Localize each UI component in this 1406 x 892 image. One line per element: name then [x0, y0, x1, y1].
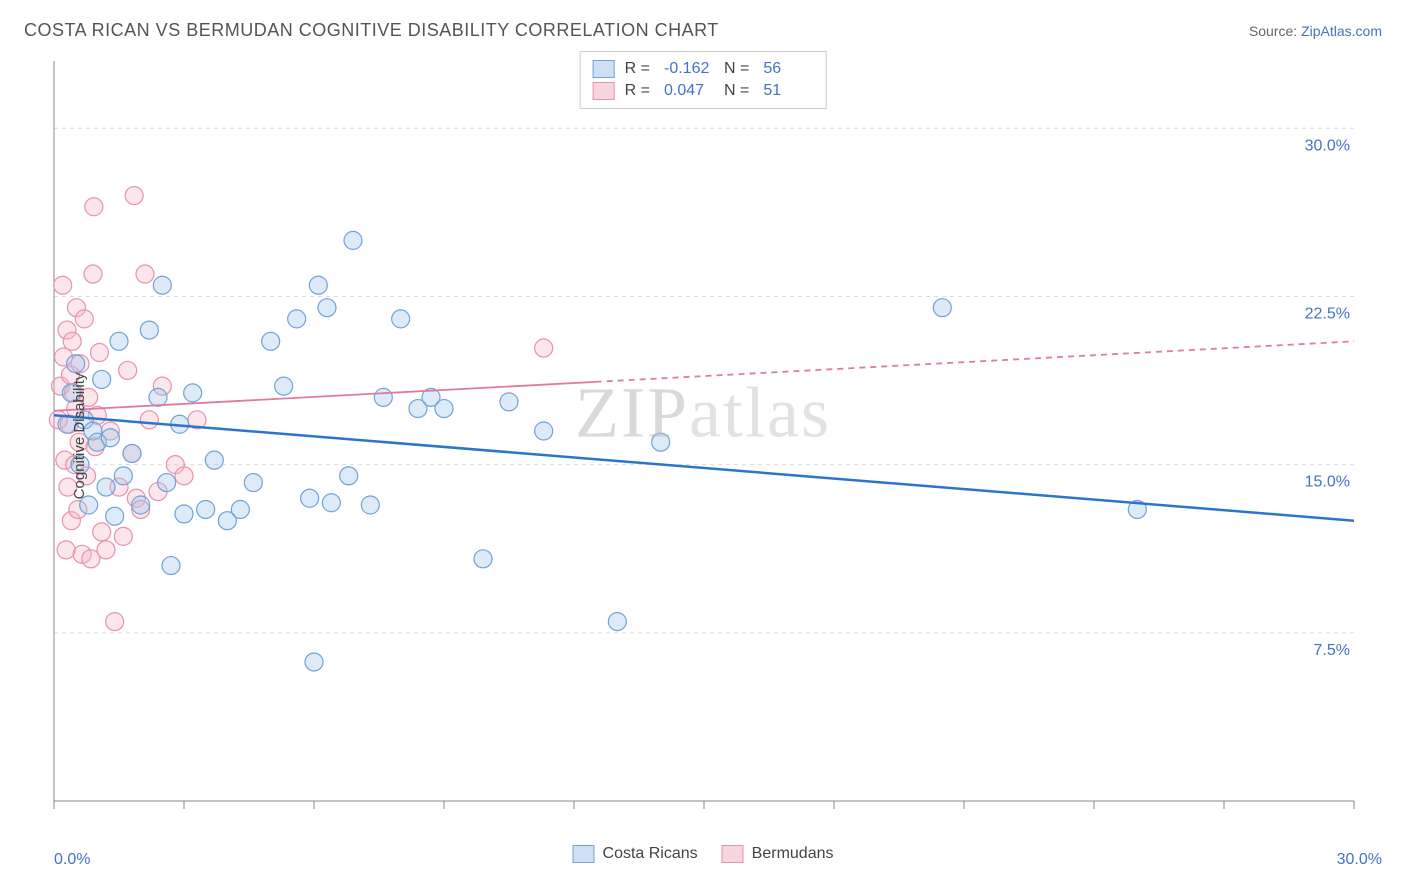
legend-swatch — [593, 82, 615, 100]
legend-swatch — [573, 845, 595, 863]
svg-text:15.0%: 15.0% — [1305, 474, 1350, 491]
source-label: Source: ZipAtlas.com — [1249, 23, 1382, 39]
svg-text:7.5%: 7.5% — [1314, 642, 1350, 659]
chart-title: COSTA RICAN VS BERMUDAN COGNITIVE DISABI… — [24, 20, 719, 41]
chart-container: Cognitive Disability ZIPatlas 7.5%15.0%2… — [24, 51, 1382, 821]
legend-swatch — [593, 60, 615, 78]
svg-text:22.5%: 22.5% — [1305, 305, 1350, 322]
svg-text:30.0%: 30.0% — [1305, 137, 1350, 154]
scatter-chart: 7.5% 15.0% 22.5% 30.0% — [24, 51, 1382, 821]
legend-stats-row: R = -0.162 N = 56 — [593, 58, 814, 80]
legend-swatch — [722, 845, 744, 863]
legend-item: Costa Ricans — [573, 845, 698, 863]
y-axis-label: Cognitive Disability — [71, 373, 88, 500]
legend-item: Bermudans — [722, 845, 834, 863]
header: COSTA RICAN VS BERMUDAN COGNITIVE DISABI… — [0, 0, 1406, 51]
legend-stats: R = -0.162 N = 56 R = 0.047 N = 51 — [580, 51, 827, 109]
legend-stats-row: R = 0.047 N = 51 — [593, 80, 814, 102]
x-axis-max: 30.0% — [1337, 851, 1382, 869]
source-link[interactable]: ZipAtlas.com — [1301, 23, 1382, 39]
legend-series: Costa Ricans Bermudans — [573, 845, 834, 863]
x-axis-min: 0.0% — [54, 851, 90, 869]
